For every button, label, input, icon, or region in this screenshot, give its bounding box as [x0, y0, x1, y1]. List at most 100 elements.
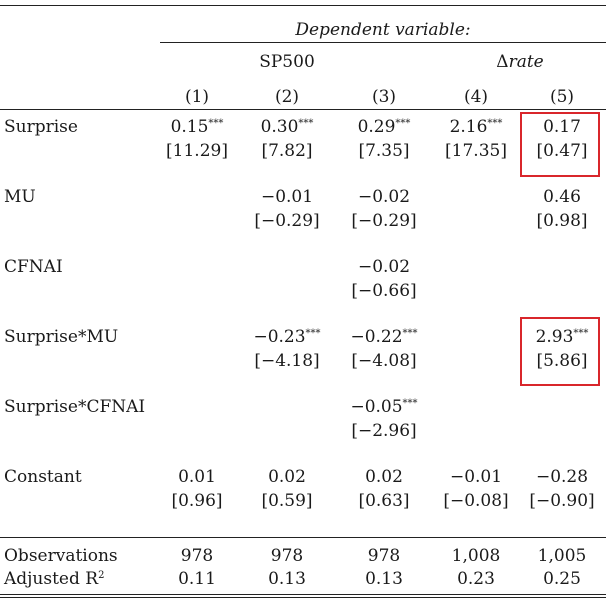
t-stat-cell: [7.35]: [358, 141, 410, 161]
stat-label-superscript: 2: [98, 570, 105, 581]
t-stat-cell: [0.63]: [358, 491, 410, 511]
coefficient-cell: 2.93***: [536, 327, 589, 347]
t-stat-cell: [−0.90]: [529, 491, 595, 511]
significance-stars: ***: [395, 118, 411, 129]
t-stat-cell: [−4.08]: [351, 351, 417, 371]
dependent-variable-label: Dependent variable:: [295, 20, 471, 40]
coefficient-cell: 0.46: [543, 187, 581, 207]
stat-value: 978: [367, 546, 401, 566]
significance-stars: ***: [208, 118, 224, 129]
coefficient-value: 0.02: [365, 467, 403, 487]
stat-value: 1,005: [537, 546, 587, 566]
highlight-box-surprise-col5: [520, 112, 600, 177]
coefficient-value: 2.16: [449, 117, 488, 137]
rate-word: rate: [508, 52, 544, 72]
group-sp500-label: SP500: [259, 52, 315, 72]
coefficient-cell: −0.28: [536, 467, 588, 487]
coefficient-value: −0.22: [350, 327, 403, 347]
coefficient-value: 0.02: [268, 467, 306, 487]
coefficient-cell: −0.01: [261, 187, 313, 207]
stat-value: 978: [180, 546, 214, 566]
coefficient-cell: 0.02: [365, 467, 403, 487]
significance-stars: ***: [305, 328, 321, 339]
significance-stars: ***: [298, 118, 314, 129]
t-stat-cell: [0.59]: [261, 491, 313, 511]
row-label: Constant: [4, 467, 82, 487]
significance-stars: ***: [573, 328, 589, 339]
coefficient-value: 0.46: [543, 187, 581, 207]
t-stat-cell: [0.96]: [171, 491, 223, 511]
t-stat-cell: [−0.08]: [443, 491, 509, 511]
coefficient-value: 0.17: [543, 117, 581, 137]
t-stat-cell: [11.29]: [166, 141, 228, 161]
row-label: Surprise: [4, 117, 78, 137]
coefficient-cell: 0.15***: [171, 117, 224, 137]
coefficient-cell: 0.17: [543, 117, 581, 137]
stats-top-rule: [0, 537, 606, 538]
stat-value: 0.11: [178, 569, 216, 589]
column-header-3: (3): [371, 87, 397, 107]
stat-value: 1,008: [451, 546, 501, 566]
stat-label: Observations: [4, 546, 118, 566]
row-label: Surprise*MU: [4, 327, 119, 347]
significance-stars: ***: [402, 328, 418, 339]
t-stat-cell: [0.47]: [536, 141, 588, 161]
t-stat-cell: [−4.18]: [254, 351, 320, 371]
stat-label: Adjusted R2: [4, 569, 104, 589]
t-stat-cell: [−0.29]: [254, 211, 320, 231]
row-label: CFNAI: [4, 257, 63, 277]
coefficient-value: −0.01: [260, 187, 314, 207]
stat-value: 0.13: [365, 569, 403, 589]
stat-value: 978: [270, 546, 304, 566]
stat-value: 0.25: [543, 569, 581, 589]
t-stat-cell: [−0.29]: [351, 211, 417, 231]
column-header-1: (1): [184, 87, 210, 107]
coefficient-value: 0.01: [178, 467, 216, 487]
coefficient-cell: −0.02: [358, 187, 410, 207]
coefficient-cell: 0.02: [268, 467, 306, 487]
coefficient-value: −0.28: [535, 467, 589, 487]
column-header-4: (4): [463, 87, 489, 107]
t-stat-cell: [7.82]: [261, 141, 313, 161]
header-underline: [160, 42, 606, 43]
significance-stars: ***: [402, 398, 418, 409]
coefficient-cell: −0.02: [358, 257, 410, 277]
coefficient-value: 0.15: [170, 117, 209, 137]
coefficient-cell: 2.16***: [450, 117, 503, 137]
coefficient-cell: −0.01: [450, 467, 502, 487]
t-stat-cell: [−0.66]: [351, 281, 417, 301]
coefficient-value: −0.05: [350, 397, 403, 417]
coefficient-value: −0.02: [357, 187, 411, 207]
significance-stars: ***: [487, 118, 503, 129]
stat-value: 0.13: [268, 569, 306, 589]
coefficient-value: −0.02: [357, 257, 411, 277]
coefficient-cell: −0.23***: [253, 327, 320, 347]
coefficient-cell: 0.29***: [358, 117, 411, 137]
t-stat-cell: [17.35]: [445, 141, 507, 161]
bottom-rule-1: [0, 594, 606, 595]
stat-label-text: Observations: [4, 546, 118, 566]
column-header-5: (5): [549, 87, 575, 107]
highlight-box-surprise-mu-col5: [520, 317, 600, 386]
t-stat-cell: [0.98]: [536, 211, 588, 231]
coefficient-cell: −0.22***: [350, 327, 417, 347]
row-label: Surprise*CFNAI: [4, 397, 146, 417]
coefficient-value: 0.29: [357, 117, 396, 137]
stat-value: 0.23: [457, 569, 495, 589]
coefficient-cell: 0.01: [178, 467, 216, 487]
coefficient-cell: 0.30***: [261, 117, 314, 137]
group-rate-label: Δrate: [496, 52, 543, 72]
coefficient-value: −0.23: [253, 327, 306, 347]
header-bottom-rule: [0, 109, 606, 110]
bottom-rule-2: [0, 597, 606, 598]
delta-symbol: Δ: [496, 52, 509, 72]
coefficient-value: 2.93: [535, 327, 574, 347]
coefficient-value: −0.01: [449, 467, 503, 487]
column-header-2: (2): [274, 87, 300, 107]
t-stat-cell: [−2.96]: [351, 421, 417, 441]
t-stat-cell: [5.86]: [536, 351, 588, 371]
coefficient-value: 0.30: [260, 117, 299, 137]
row-label: MU: [4, 187, 36, 207]
top-rule: [0, 5, 606, 6]
stat-label-text: Adjusted R: [4, 569, 99, 589]
